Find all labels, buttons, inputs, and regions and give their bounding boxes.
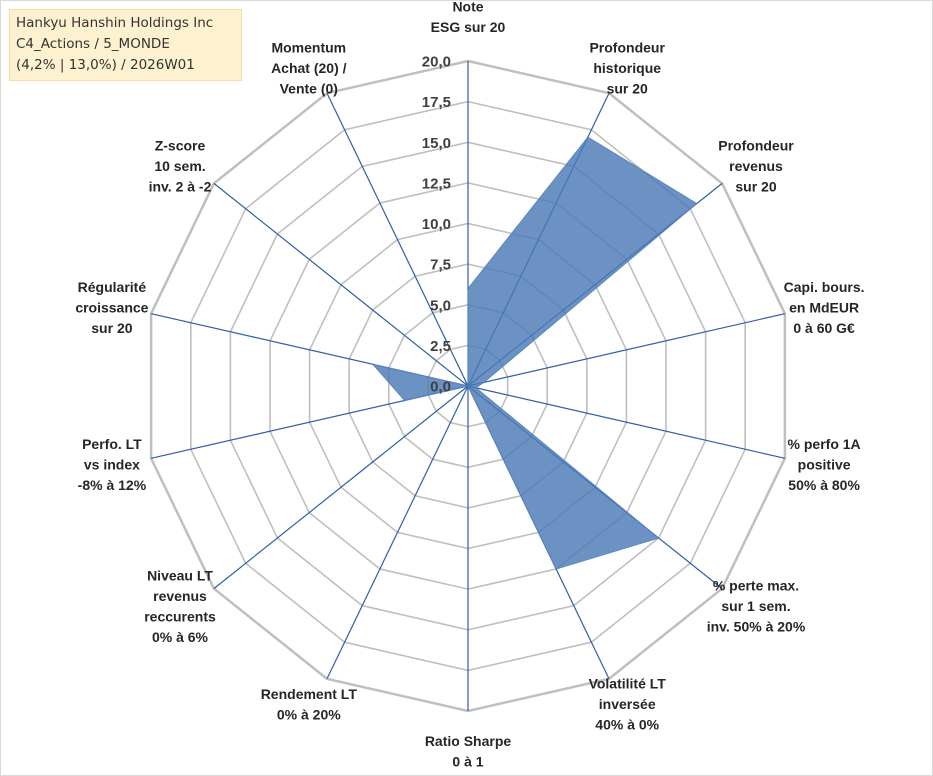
- axis-label-line: Z-score: [155, 137, 206, 153]
- info-company: Hankyu Hanshin Holdings Inc: [16, 15, 214, 31]
- data-point: [372, 363, 374, 366]
- tick-label: 15,0: [422, 135, 451, 152]
- axis-label-line: positive: [798, 457, 851, 473]
- axis-label-line: inv. 2 à -2: [149, 178, 212, 194]
- axis-label: Profondeur historique sur 20: [589, 40, 665, 97]
- axis-label-line: Niveau LT: [147, 567, 213, 583]
- data-point: [555, 568, 557, 570]
- axis-spoke: [467, 385, 786, 459]
- axis-label-line: 0% à 20%: [277, 706, 341, 722]
- axis-label: % perte max. sur 1 sem. inv. 50% à 20%: [707, 578, 806, 635]
- data-point: [467, 287, 469, 290]
- axis-label: Z-score 10 sem. inv. 2 à -2: [149, 137, 212, 194]
- label-layer: Note ESG sur 20 Profondeur historique sur 20…: [75, 0, 864, 770]
- axis-label-line: vs index: [84, 457, 140, 473]
- axis-label-line: Note: [452, 0, 483, 15]
- axis-spoke: [326, 385, 469, 680]
- axis-label-line: Régularité: [78, 279, 147, 295]
- axis-label-line: % perfo 1A: [788, 436, 861, 452]
- tick-layer: 0,0 2,5 5,0 7,5 10,0 12,5 15,0 17,5 20,0: [422, 54, 451, 396]
- info-box: Hankyu Hanshin Holdings Inc C4_Actions /…: [9, 9, 242, 81]
- axis-label-line: sur 20: [735, 178, 776, 194]
- tick-label: 0,0: [430, 379, 451, 396]
- tick-label: 10,0: [422, 216, 451, 233]
- data-point: [695, 202, 698, 205]
- data-point: [483, 381, 485, 384]
- axis-label-line: en MdEUR: [789, 300, 859, 316]
- axis-label-line: Profondeur: [718, 137, 794, 153]
- axis-label-line: % perte max.: [713, 578, 799, 594]
- axis-label-line: inv. 50% à 20%: [707, 619, 806, 635]
- axis-label-line: croissance: [75, 300, 148, 316]
- data-point: [587, 136, 589, 138]
- axis-label: Volatilité LT inversée 40% à 0%: [589, 676, 667, 733]
- axis-label-line: Volatilité LT: [589, 676, 667, 692]
- axis-label-line: 0 à 1: [452, 754, 483, 770]
- axis-label-line: sur 1 sem.: [721, 598, 790, 614]
- axis-spoke: [467, 313, 786, 387]
- data-point: [475, 387, 477, 389]
- axis-label-line: Capi. bours.: [784, 279, 865, 295]
- axis-label: Perfo. LT vs index -8% à 12%: [78, 436, 147, 493]
- axis-label: % perfo 1A positive 50% à 80%: [788, 436, 861, 493]
- axis-label: Capi. bours. en MdEUR 0 à 60 G€: [784, 279, 865, 336]
- axis-label-line: 0 à 60 G€: [793, 320, 855, 336]
- tick-label: 20,0: [422, 54, 451, 71]
- series-layer: [371, 136, 698, 570]
- axis-label-line: 50% à 80%: [788, 477, 860, 493]
- axis-label-line: Vente (0): [280, 81, 338, 97]
- data-point: [403, 399, 406, 402]
- series-area: [371, 136, 698, 570]
- axis-label: Régularité croissance sur 20: [75, 279, 148, 336]
- axis-label: Momentum Achat (20) / Vente (0): [271, 40, 347, 97]
- axis-label-line: Ratio Sharpe: [425, 733, 512, 749]
- data-point: [657, 537, 660, 539]
- axis-label-line: revenus: [153, 588, 207, 604]
- axis-spoke: [326, 92, 469, 387]
- tick-label: 17,5: [422, 94, 451, 111]
- info-category: C4_Actions / 5_MONDE: [16, 36, 170, 52]
- axis-label-line: historique: [593, 60, 661, 76]
- axis-spoke: [213, 182, 469, 387]
- axis-label-line: Perfo. LT: [82, 436, 142, 452]
- axis-label: Profondeur revenus sur 20: [718, 137, 794, 194]
- tick-label: 7,5: [430, 257, 451, 274]
- axis-label-line: Momentum: [271, 40, 346, 56]
- axis-label: Rendement LT 0% à 20%: [261, 686, 358, 723]
- data-point: [467, 385, 469, 387]
- axis-label-line: ESG sur 20: [431, 19, 506, 35]
- axis-label-line: 40% à 0%: [595, 717, 659, 733]
- axis-label-line: -8% à 12%: [78, 477, 147, 493]
- tick-label: 5,0: [430, 297, 451, 314]
- axis-label-line: reccurents: [144, 608, 216, 624]
- axis-spoke: [213, 385, 469, 590]
- axis-label-line: 10 sem.: [154, 158, 205, 174]
- axis-label-line: sur 20: [607, 81, 648, 97]
- axis-label-line: inversée: [599, 696, 656, 712]
- tick-label: 12,5: [422, 175, 451, 192]
- axis-label: Note ESG sur 20: [431, 0, 506, 35]
- axis-label-line: sur 20: [91, 320, 132, 336]
- axis-label-line: Rendement LT: [261, 686, 358, 702]
- tick-label: 2,5: [430, 338, 451, 355]
- axis-label-line: revenus: [729, 158, 783, 174]
- info-stats: (4,2% | 13,0%) / 2026W01: [16, 57, 195, 73]
- axis-label-line: Profondeur: [589, 40, 665, 56]
- axis-label: Niveau LT revenus reccurents 0% à 6%: [144, 567, 216, 645]
- axis-label-line: 0% à 6%: [152, 629, 209, 645]
- axis-label: Ratio Sharpe 0 à 1: [425, 733, 512, 770]
- axis-label-line: Achat (20) /: [271, 60, 347, 76]
